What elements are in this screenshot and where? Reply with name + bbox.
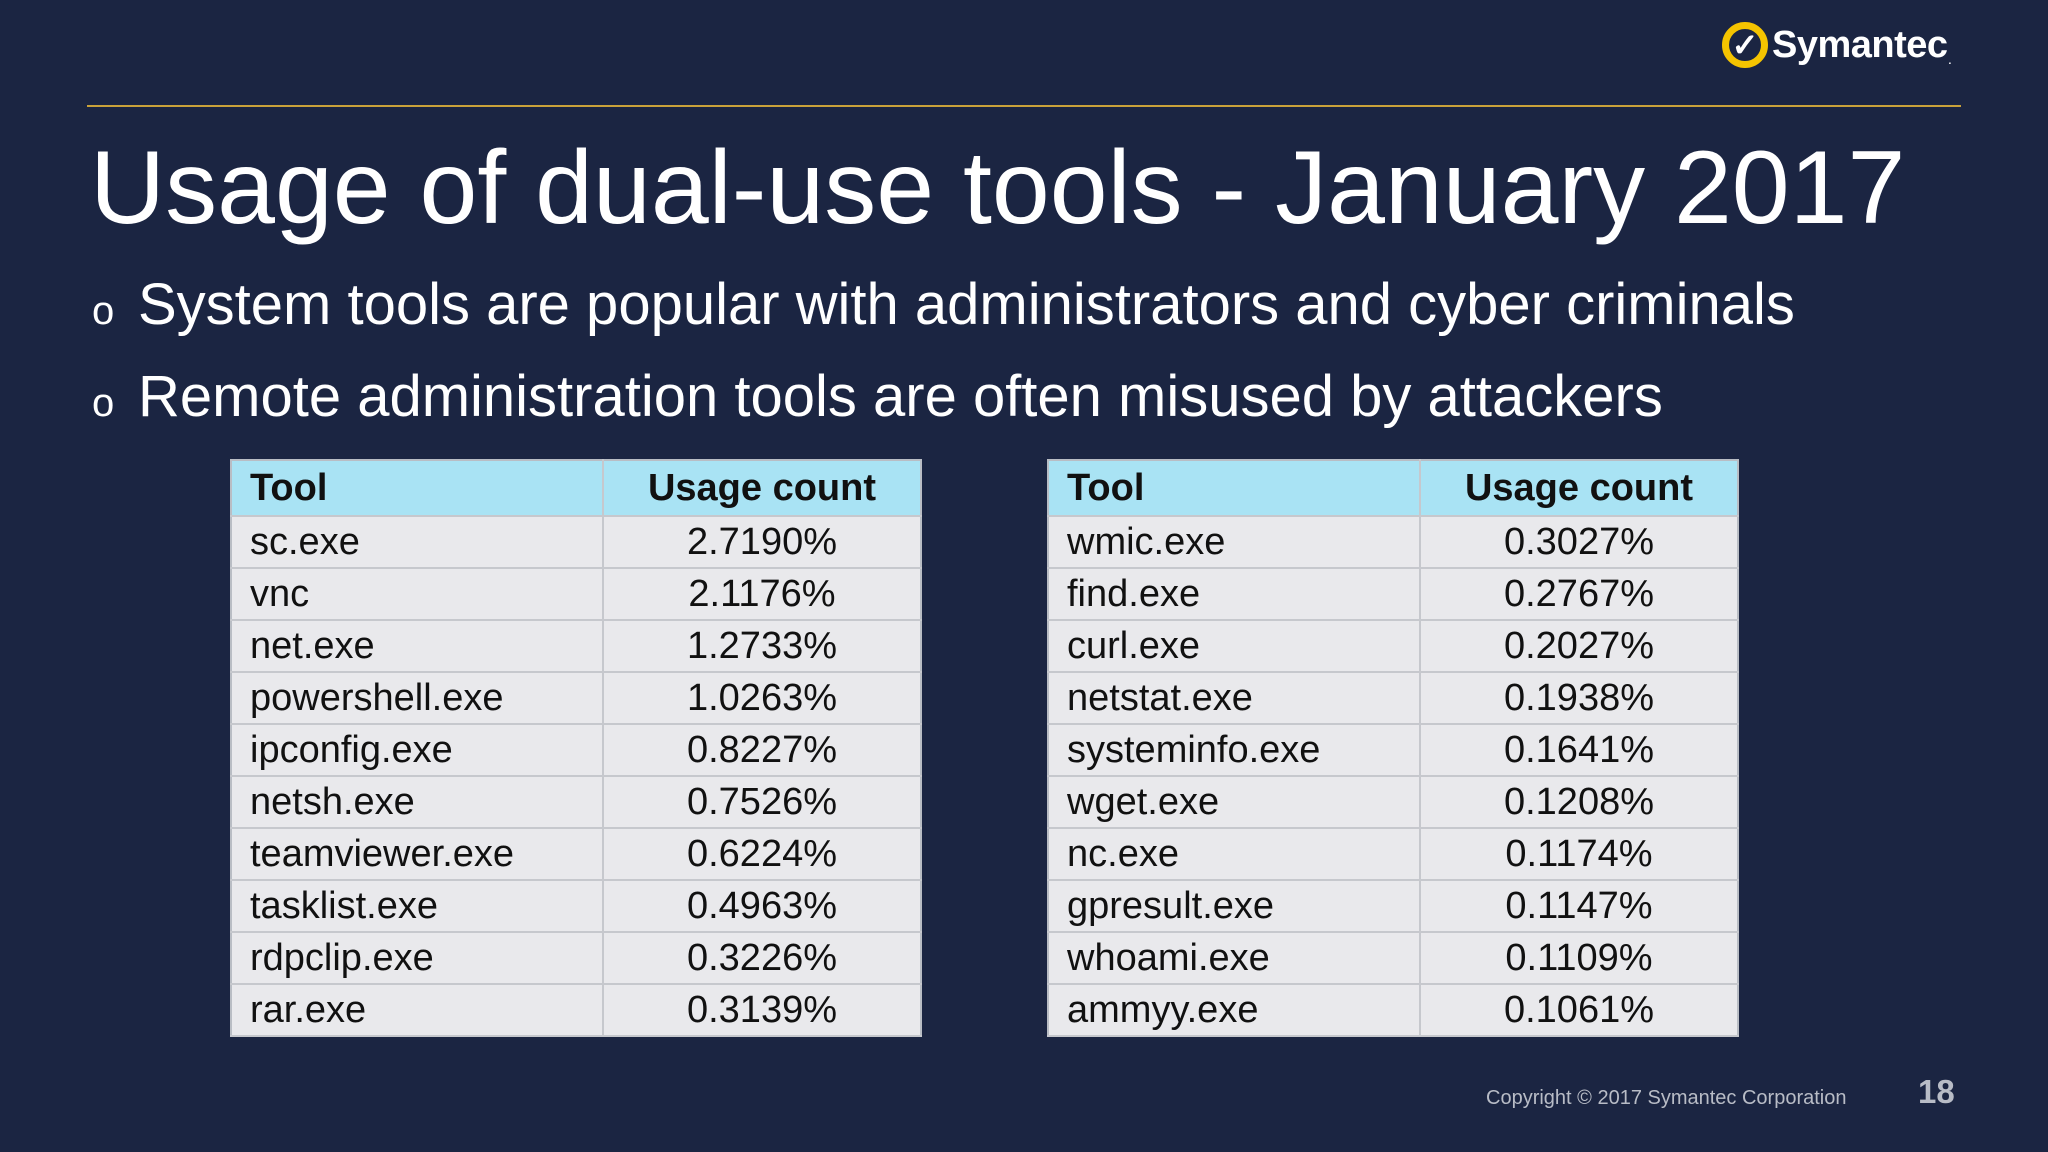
bullet-item: o Remote administration tools are often …	[92, 354, 1795, 446]
usage-count-cell: 0.2027%	[1420, 620, 1738, 673]
bullet-text: System tools are popular with administra…	[138, 272, 1795, 337]
tool-name-cell: net.exe	[231, 620, 604, 673]
table-row: ammyy.exe 0.1061%	[1048, 984, 1738, 1037]
bullet-list: o System tools are popular with administ…	[92, 262, 1795, 446]
tool-name-cell: powershell.exe	[231, 672, 604, 725]
tool-name-cell: curl.exe	[1048, 620, 1421, 673]
table-row: rar.exe 0.3139%	[231, 984, 921, 1037]
table-row: ipconfig.exe 0.8227%	[231, 724, 921, 777]
usage-count-cell: 0.3139%	[603, 984, 921, 1037]
usage-count-cell: 0.1938%	[1420, 672, 1738, 725]
tool-name-cell: ammyy.exe	[1048, 984, 1421, 1037]
header-tool: Tool	[231, 460, 604, 517]
tool-name-cell: teamviewer.exe	[231, 828, 604, 881]
table-row: systeminfo.exe 0.1641%	[1048, 724, 1738, 777]
table-row: tasklist.exe 0.4963%	[231, 880, 921, 933]
table-row: netstat.exe 0.1938%	[1048, 672, 1738, 725]
usage-count-cell: 1.0263%	[603, 672, 921, 725]
bullet-marker: o	[92, 289, 115, 333]
table-header-row: Tool Usage count	[231, 460, 921, 517]
slide-title: Usage of dual-use tools - January 2017	[90, 130, 1906, 246]
tool-name-cell: rar.exe	[231, 984, 604, 1037]
tool-name-cell: netstat.exe	[1048, 672, 1421, 725]
table-row: curl.exe 0.2027%	[1048, 620, 1738, 673]
usage-count-cell: 0.3027%	[1420, 516, 1738, 569]
table-row: netsh.exe 0.7526%	[231, 776, 921, 829]
usage-count-cell: 0.2767%	[1420, 568, 1738, 621]
header-divider	[87, 105, 1961, 107]
tool-name-cell: ipconfig.exe	[231, 724, 604, 777]
tool-name-cell: whoami.exe	[1048, 932, 1421, 985]
table-row: wmic.exe 0.3027%	[1048, 516, 1738, 569]
usage-count-cell: 0.1208%	[1420, 776, 1738, 829]
tool-name-cell: systeminfo.exe	[1048, 724, 1421, 777]
usage-count-cell: 1.2733%	[603, 620, 921, 673]
bullet-item: o System tools are popular with administ…	[92, 262, 1795, 354]
tool-name-cell: wget.exe	[1048, 776, 1421, 829]
usage-count-cell: 0.1147%	[1420, 880, 1738, 933]
usage-count-cell: 0.6224%	[603, 828, 921, 881]
table-row: whoami.exe 0.1109%	[1048, 932, 1738, 985]
usage-count-cell: 2.1176%	[603, 568, 921, 621]
bullet-marker: o	[92, 381, 115, 425]
table-row: teamviewer.exe 0.6224%	[231, 828, 921, 881]
table-row: nc.exe 0.1174%	[1048, 828, 1738, 881]
table-row: powershell.exe 1.0263%	[231, 672, 921, 725]
table-row: net.exe 1.2733%	[231, 620, 921, 673]
copyright-text: Copyright © 2017 Symantec Corporation	[1486, 1087, 1847, 1109]
usage-count-cell: 0.1061%	[1420, 984, 1738, 1037]
table-row: vnc 2.1176%	[231, 568, 921, 621]
header-usage-count: Usage count	[1420, 460, 1738, 517]
usage-count-cell: 0.3226%	[603, 932, 921, 985]
tool-name-cell: wmic.exe	[1048, 516, 1421, 569]
usage-count-cell: 2.7190%	[603, 516, 921, 569]
tool-name-cell: nc.exe	[1048, 828, 1421, 881]
checkmark-icon: ✓	[1722, 22, 1768, 68]
tool-name-cell: tasklist.exe	[231, 880, 604, 933]
usage-count-cell: 0.1174%	[1420, 828, 1738, 881]
tool-name-cell: gpresult.exe	[1048, 880, 1421, 933]
table-row: gpresult.exe 0.1147%	[1048, 880, 1738, 933]
brand-name: Symantec.	[1772, 23, 1951, 67]
table-row: sc.exe 2.7190%	[231, 516, 921, 569]
table-header-row: Tool Usage count	[1048, 460, 1738, 517]
table-row: rdpclip.exe 0.3226%	[231, 932, 921, 985]
table-row: find.exe 0.2767%	[1048, 568, 1738, 621]
bullet-text: Remote administration tools are often mi…	[138, 364, 1663, 429]
tool-name-cell: netsh.exe	[231, 776, 604, 829]
tool-usage-table-left: Tool Usage count sc.exe 2.7190% vnc 2.1176%…	[230, 459, 922, 1037]
page-number: 18	[1918, 1073, 1955, 1110]
symantec-logo: ✓ Symantec.	[1722, 22, 1951, 68]
usage-count-cell: 0.4963%	[603, 880, 921, 933]
tool-name-cell: sc.exe	[231, 516, 604, 569]
tool-name-cell: rdpclip.exe	[231, 932, 604, 985]
header-usage-count: Usage count	[603, 460, 921, 517]
tool-name-cell: vnc	[231, 568, 604, 621]
tool-name-cell: find.exe	[1048, 568, 1421, 621]
tool-usage-table-right: Tool Usage count wmic.exe 0.3027% find.exe…	[1047, 459, 1739, 1037]
usage-count-cell: 0.1109%	[1420, 932, 1738, 985]
header-tool: Tool	[1048, 460, 1421, 517]
table-row: wget.exe 0.1208%	[1048, 776, 1738, 829]
usage-count-cell: 0.8227%	[603, 724, 921, 777]
usage-count-cell: 0.1641%	[1420, 724, 1738, 777]
usage-count-cell: 0.7526%	[603, 776, 921, 829]
